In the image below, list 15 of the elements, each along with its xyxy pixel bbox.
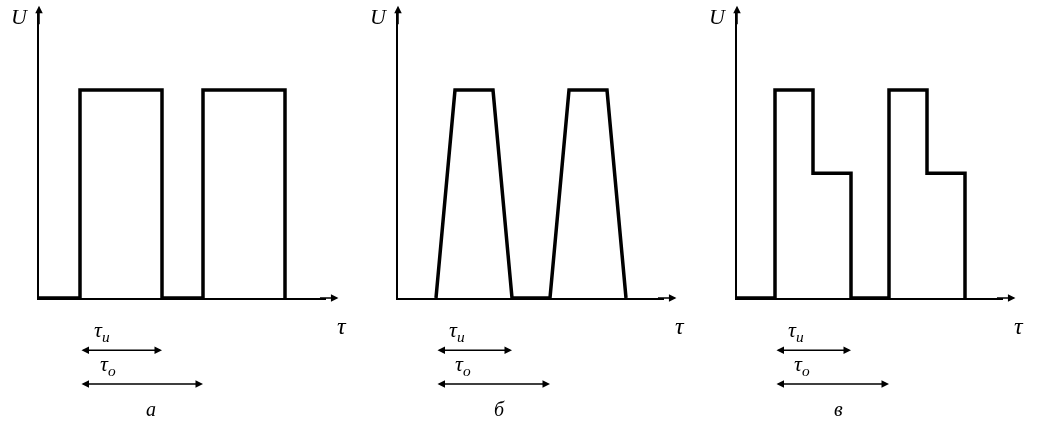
- x-axis-title: τ: [337, 313, 347, 339]
- y-axis-title: U: [709, 4, 727, 29]
- text: τ$_{и}$: [449, 317, 465, 345]
- text: а: [146, 398, 156, 420]
- y-axis-title: U: [11, 4, 29, 29]
- text: в: [834, 398, 843, 420]
- x-axis-title: τ: [1014, 313, 1024, 339]
- text: τ$_{и}$: [788, 317, 804, 345]
- text: τ$_{и}$: [94, 317, 110, 345]
- x-axis-title: τ: [675, 313, 685, 339]
- text: б: [494, 398, 505, 420]
- text: τ$_{о}$: [100, 351, 116, 379]
- text: τ$_{о}$: [455, 351, 471, 379]
- y-axis-title: U: [370, 4, 388, 29]
- text: τ$_{о}$: [794, 351, 810, 379]
